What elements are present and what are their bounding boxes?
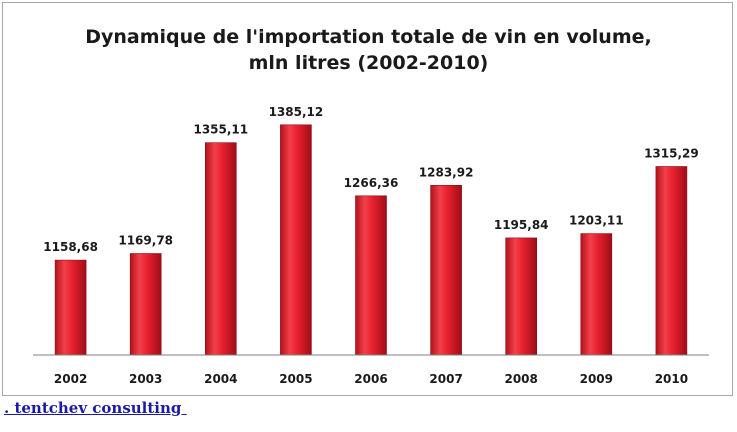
bar-2002	[54, 259, 87, 356]
x-tick-2003: 2003	[129, 372, 162, 386]
bar-2006	[355, 195, 387, 356]
value-label-2006: 1266,36	[344, 176, 399, 190]
bars-layer	[54, 124, 688, 356]
x-tick-2010: 2010	[655, 372, 688, 386]
x-tick-2008: 2008	[504, 372, 537, 386]
bar-chart: 1158,68 1169,78 1355,11 1385,12 1266,36 1283,…	[33, 105, 709, 386]
value-label-2002: 1158,68	[43, 240, 98, 254]
x-tick-2007: 2007	[429, 372, 462, 386]
x-tick-2009: 2009	[580, 372, 613, 386]
value-label-2004: 1355,11	[193, 123, 248, 137]
x-tick-2004: 2004	[204, 372, 237, 386]
tentchev-consulting-link[interactable]: . tentchev consulting	[4, 399, 187, 417]
bar-2008	[505, 237, 538, 356]
chart-title-line-2: mln litres (2002-2010)	[248, 52, 489, 74]
value-labels-layer: 1158,68 1169,78 1355,11 1385,12 1266,36 1283,…	[43, 105, 698, 254]
value-label-2008: 1195,84	[494, 218, 549, 232]
bar-2003	[129, 253, 162, 356]
chart-frame: Dynamique de l'importation totale de vin…	[2, 2, 733, 396]
value-label-2009: 1203,11	[569, 214, 624, 228]
bar-2004	[205, 142, 237, 356]
x-tick-2005: 2005	[279, 372, 312, 386]
bar-2007	[430, 185, 462, 356]
bar-2009	[580, 233, 613, 356]
x-tick-2006: 2006	[354, 372, 387, 386]
value-label-2007: 1283,92	[419, 165, 474, 179]
value-label-2010: 1315,29	[644, 147, 699, 161]
value-label-2003: 1169,78	[118, 234, 173, 248]
bar-2010	[655, 166, 688, 356]
chart-title-line-1: Dynamique de l'importation totale de vin…	[85, 26, 652, 48]
x-tick-labels-layer: 2002 2003 2004 2005 2006 2007 2008 2009 2010	[54, 372, 688, 386]
x-tick-2002: 2002	[54, 372, 87, 386]
bar-2005	[280, 124, 312, 356]
value-label-2005: 1385,12	[269, 105, 324, 119]
